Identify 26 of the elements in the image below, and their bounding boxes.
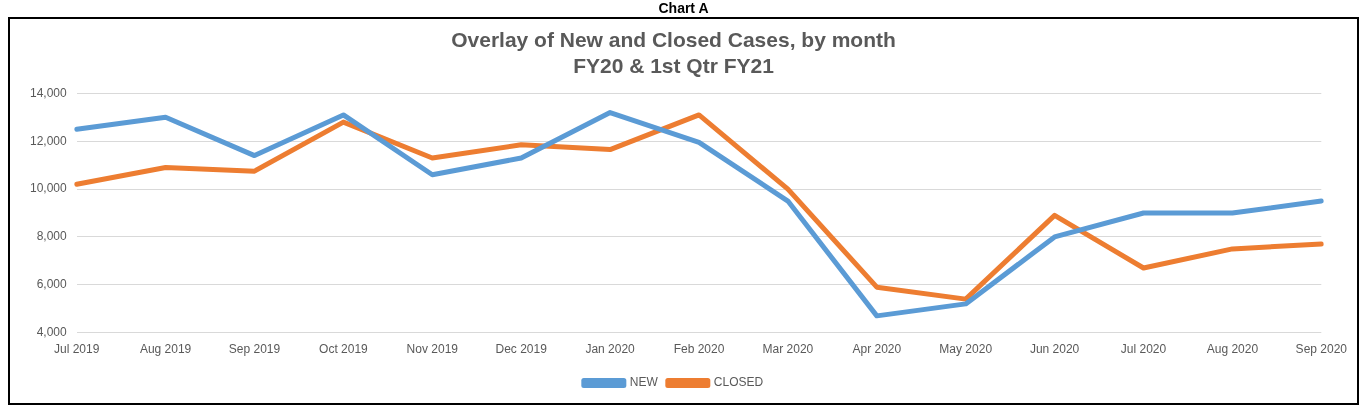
chart-title: Overlay of New and Closed Cases, by month <box>451 28 896 52</box>
x-tick-label: Aug 2020 <box>1206 342 1259 357</box>
x-tick-label: Jan 2020 <box>585 342 636 357</box>
text: Chart A <box>657 0 710 16</box>
x-tick-label: Sep 2020 <box>1295 342 1348 357</box>
legend-label: NEW <box>629 375 659 390</box>
y-tick-label: 6,000 <box>36 277 68 292</box>
x-tick-label: Apr 2020 <box>852 342 902 357</box>
y-tick-label: 14,000 <box>30 85 68 100</box>
chart-subtitle: FY20 & 1st Qtr FY21 <box>573 53 775 77</box>
x-tick-label: Feb 2020 <box>673 342 725 357</box>
x-tick-label: Jul 2019 <box>54 342 100 357</box>
x-tick-label: Nov 2019 <box>406 342 459 357</box>
x-tick-label: Jun 2020 <box>1029 342 1080 357</box>
x-tick-label: May 2020 <box>939 342 993 357</box>
x-tick-label: Dec 2019 <box>495 342 548 357</box>
x-tick-label: Oct 2019 <box>319 342 369 357</box>
y-tick-label: 8,000 <box>36 229 68 244</box>
legend-label: CLOSED <box>713 375 764 390</box>
y-tick-label: 12,000 <box>30 133 68 148</box>
x-tick-label: Aug 2019 <box>139 342 192 357</box>
y-tick-label: 10,000 <box>30 181 68 196</box>
x-tick-label: Sep 2019 <box>228 342 281 357</box>
x-tick-label: Mar 2020 <box>762 342 814 357</box>
x-tick-label: Jul 2020 <box>1120 342 1167 357</box>
y-tick-label: 4,000 <box>36 324 68 339</box>
